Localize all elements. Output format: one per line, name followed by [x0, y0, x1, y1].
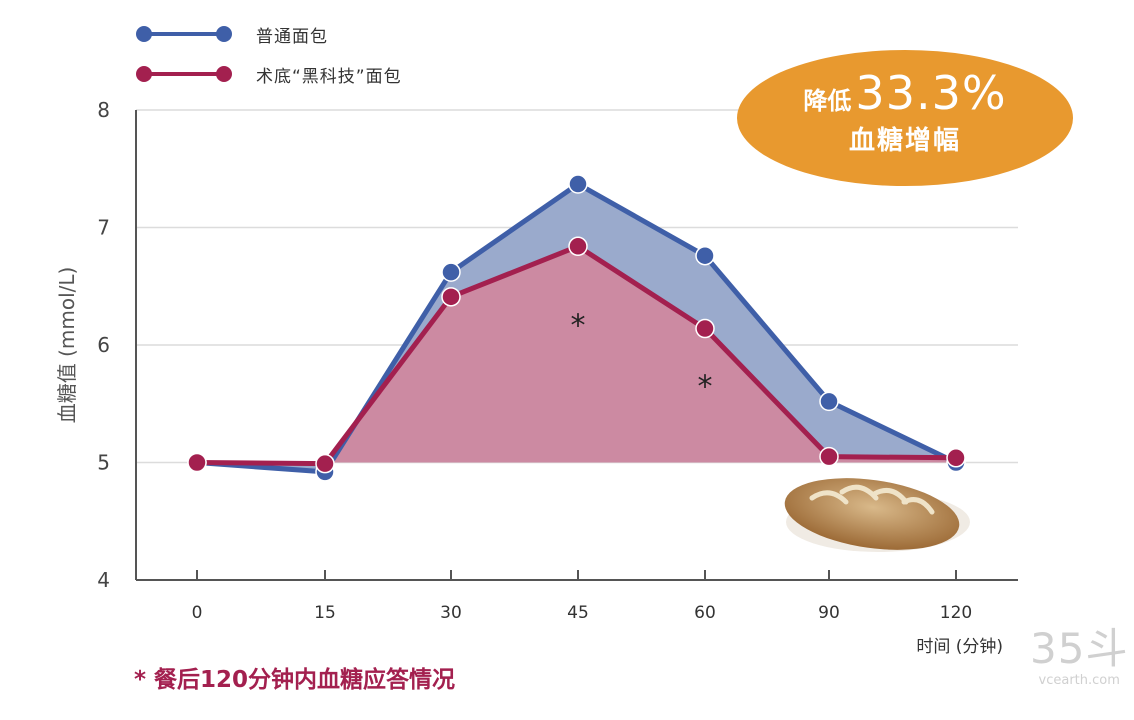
- y-axis-label: 血糖值 (mmol/L): [55, 267, 79, 424]
- series-area-1: [197, 246, 956, 464]
- data-point-1: [441, 287, 461, 307]
- legend-swatch: [136, 61, 232, 87]
- x-tick-label: 30: [440, 603, 462, 623]
- bread-loaf-icon: [784, 478, 970, 552]
- watermark: 35斗 vcearth.com: [1030, 624, 1129, 689]
- data-point-1: [695, 318, 715, 339]
- watermark-url: vcearth.com: [1038, 673, 1120, 688]
- data-point-0: [695, 245, 715, 266]
- x-tick-label: 15: [314, 603, 336, 623]
- legend-label: 普通面包: [256, 26, 328, 47]
- y-tick-label: 8: [97, 98, 110, 122]
- x-axis-label: 时间 (分钟): [916, 637, 1003, 657]
- data-point-0: [441, 262, 461, 282]
- badge-subtitle: 血糖增幅: [848, 126, 961, 156]
- y-tick-label: 6: [97, 333, 110, 357]
- badge-prefix: 降低: [803, 87, 852, 115]
- x-tick-label: 45: [567, 603, 589, 623]
- data-point-0: [819, 391, 839, 412]
- significance-annotation: *: [698, 370, 713, 405]
- footnote: * 餐后120分钟内血糖应答情况: [134, 667, 456, 693]
- legend-item-tech-bread: 术底“黑科技”面包: [136, 61, 402, 87]
- data-point-0: [568, 174, 588, 194]
- x-tick-label: 120: [940, 603, 972, 623]
- legend-item-regular-bread: 普通面包: [136, 21, 328, 47]
- y-tick-label: 7: [97, 216, 110, 240]
- axes: [135, 110, 1018, 581]
- data-point-1: [819, 446, 839, 467]
- x-tick-label: 90: [818, 603, 840, 623]
- series-areas: [197, 184, 956, 472]
- y-tick-label: 5: [97, 451, 110, 475]
- legend-swatch: [136, 21, 232, 47]
- legend-label: 术底“黑科技”面包: [256, 66, 402, 87]
- x-tick-label: 60: [694, 603, 716, 623]
- badge-headline: 降低33.3%: [737, 66, 1073, 120]
- significance-annotation: *: [571, 309, 586, 344]
- data-point-1: [568, 236, 588, 257]
- x-tick-label: 0: [192, 603, 203, 623]
- watermark-logo: 35斗: [1030, 624, 1129, 673]
- y-tick-label: 4: [97, 568, 110, 592]
- data-point-1: [315, 453, 335, 474]
- reduction-badge: 降低33.3% 血糖增幅: [737, 50, 1073, 186]
- data-point-1: [946, 448, 966, 468]
- data-points: [187, 174, 966, 482]
- badge-value: 33.3%: [855, 66, 1007, 120]
- data-point-1: [187, 452, 207, 473]
